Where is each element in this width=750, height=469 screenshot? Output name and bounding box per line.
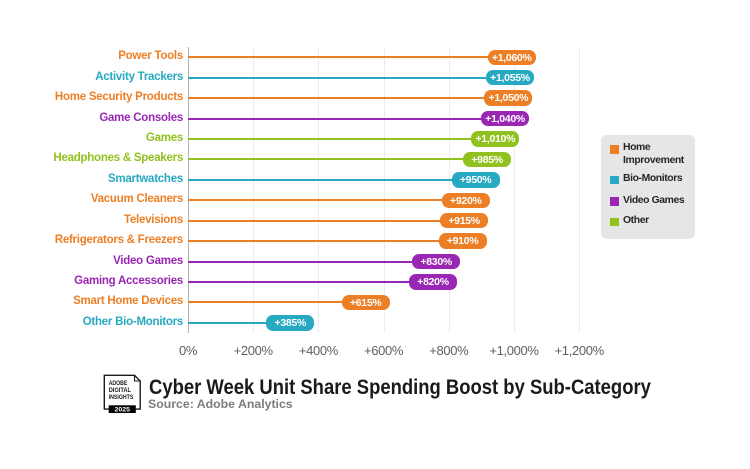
svg-text:DIGITAL: DIGITAL — [109, 387, 131, 394]
svg-text:ADOBE: ADOBE — [109, 380, 128, 387]
svg-text:INSIGHTS: INSIGHTS — [109, 394, 134, 401]
svg-text:2025: 2025 — [115, 407, 131, 413]
